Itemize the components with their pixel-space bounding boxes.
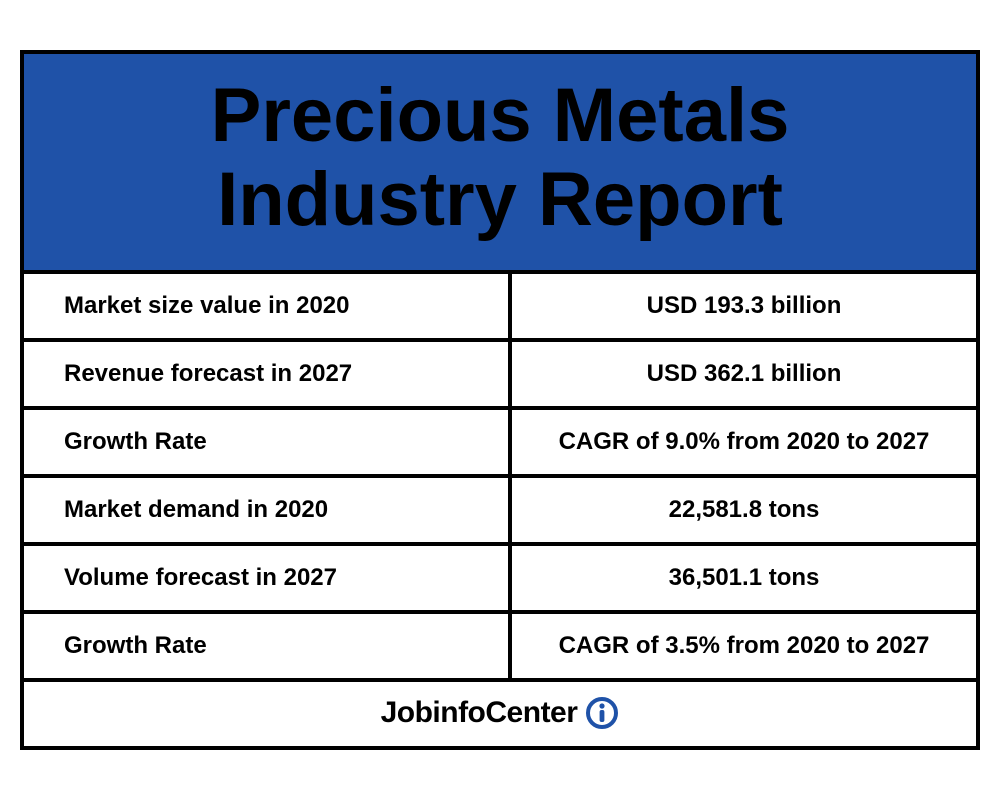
metric-value: USD 362.1 billion [512, 342, 976, 406]
report-footer: JobinfoCenter [24, 682, 976, 746]
metric-value: 36,501.1 tons [512, 546, 976, 610]
title-line-2: Industry Report [217, 157, 783, 242]
metric-value: CAGR of 9.0% from 2020 to 2027 [512, 410, 976, 474]
table-row: Market size value in 2020 USD 193.3 bill… [24, 274, 976, 342]
report-title: Precious Metals Industry Report [34, 74, 966, 241]
report-card: Precious Metals Industry Report Market s… [20, 50, 980, 749]
metric-label: Growth Rate [24, 614, 512, 678]
metric-value: CAGR of 3.5% from 2020 to 2027 [512, 614, 976, 678]
info-icon [585, 696, 619, 730]
metric-value: 22,581.8 tons [512, 478, 976, 542]
metric-label: Market demand in 2020 [24, 478, 512, 542]
metric-label: Volume forecast in 2027 [24, 546, 512, 610]
title-line-1: Precious Metals [211, 73, 790, 158]
brand-part-3: Center [485, 696, 577, 729]
report-header: Precious Metals Industry Report [24, 54, 976, 273]
metric-label: Growth Rate [24, 410, 512, 474]
metric-label: Revenue forecast in 2027 [24, 342, 512, 406]
table-row: Revenue forecast in 2027 USD 362.1 billi… [24, 342, 976, 410]
brand-part-1: Job [381, 696, 433, 729]
brand-logo-text: JobinfoCenter [381, 696, 578, 730]
metric-value: USD 193.3 billion [512, 274, 976, 338]
brand-part-2: info [432, 696, 485, 729]
table-row: Market demand in 2020 22,581.8 tons [24, 478, 976, 546]
metric-label: Market size value in 2020 [24, 274, 512, 338]
table-row: Volume forecast in 2027 36,501.1 tons [24, 546, 976, 614]
table-row: Growth Rate CAGR of 9.0% from 2020 to 20… [24, 410, 976, 478]
table-row: Growth Rate CAGR of 3.5% from 2020 to 20… [24, 614, 976, 682]
